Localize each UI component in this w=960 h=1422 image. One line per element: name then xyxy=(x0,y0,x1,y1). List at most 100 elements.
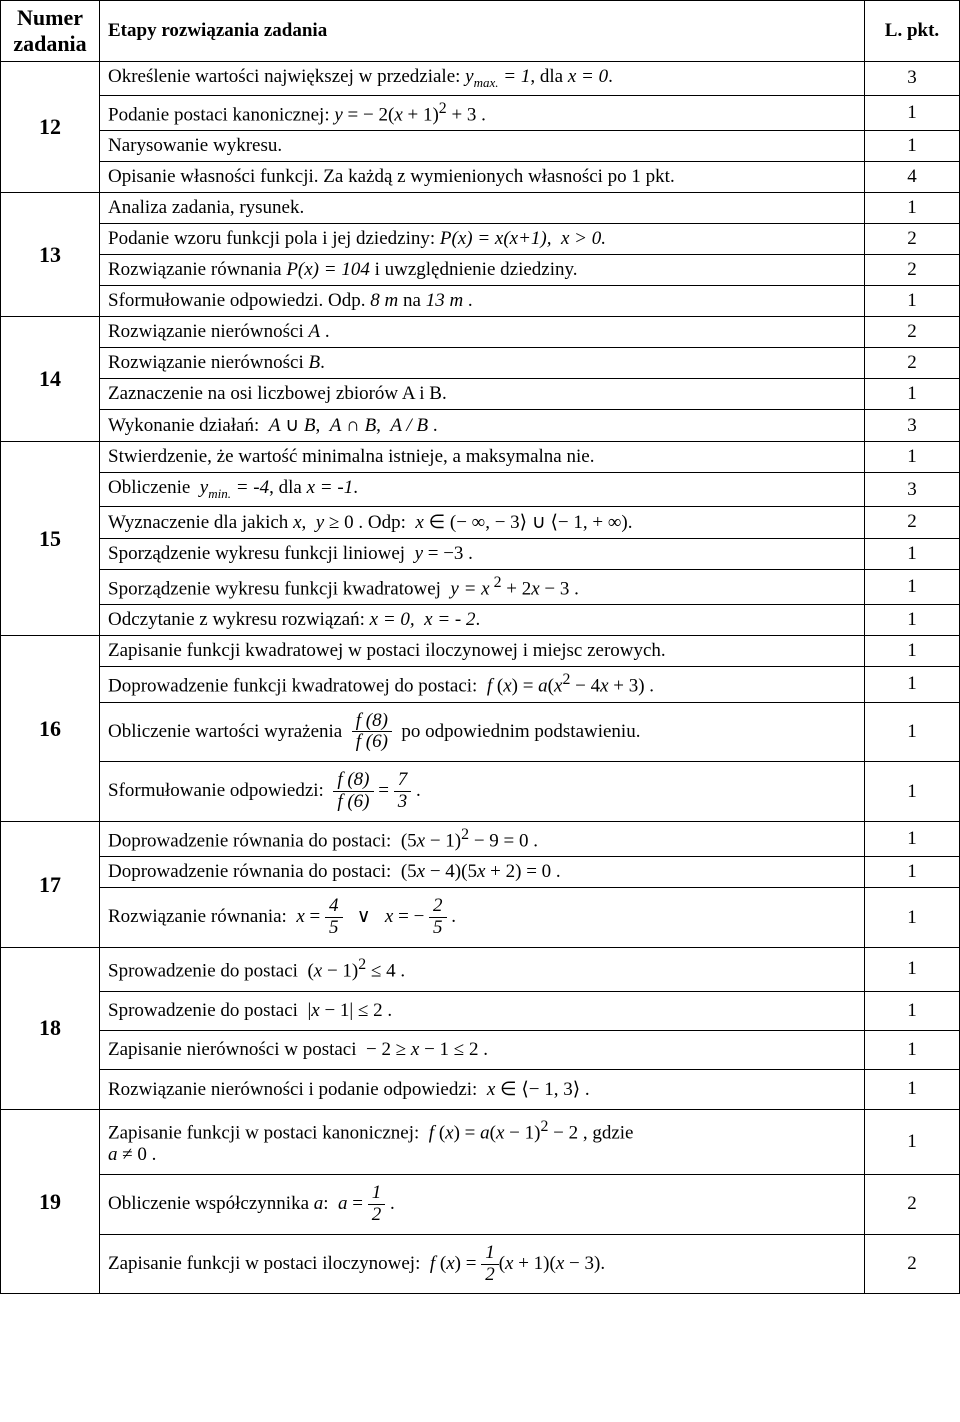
step-points: 1 xyxy=(865,95,960,130)
table-row: 17Doprowadzenie równania do postaci: (5x… xyxy=(1,822,960,857)
task-number: 16 xyxy=(1,636,100,822)
step-points: 1 xyxy=(865,569,960,604)
col-header-pts: L. pkt. xyxy=(865,1,960,62)
col-header-num: Numer zadania xyxy=(1,1,100,62)
step-points: 2 xyxy=(865,317,960,348)
table-row: 14Rozwiązanie nierówności A .2 xyxy=(1,317,960,348)
step-points: 2 xyxy=(865,224,960,255)
step-points: 1 xyxy=(865,948,960,991)
step-points: 1 xyxy=(865,605,960,636)
step-description: Doprowadzenie równania do postaci: (5x −… xyxy=(100,857,865,888)
step-description: Zapisanie funkcji w postaci iloczynowej:… xyxy=(100,1234,865,1294)
table-row: 15Stwierdzenie, że wartość minimalna ist… xyxy=(1,442,960,473)
step-points: 1 xyxy=(865,1030,960,1069)
step-points: 1 xyxy=(865,442,960,473)
table-row: Zaznaczenie na osi liczbowej zbiorów A i… xyxy=(1,379,960,410)
step-description: Doprowadzenie funkcji kwadratowej do pos… xyxy=(100,667,865,702)
step-description: Obliczenie współczynnika a: a = 12 . xyxy=(100,1174,865,1234)
table-row: 18Sprowadzenie do postaci (x − 1)2 ≤ 4 .… xyxy=(1,948,960,991)
header-row: Numer zadania Etapy rozwiązania zadania … xyxy=(1,1,960,62)
task-number: 15 xyxy=(1,442,100,636)
solution-steps-table: Numer zadania Etapy rozwiązania zadania … xyxy=(0,0,960,1294)
table-row: Doprowadzenie równania do postaci: (5x −… xyxy=(1,857,960,888)
step-points: 1 xyxy=(865,822,960,857)
task-number: 18 xyxy=(1,948,100,1109)
step-points: 1 xyxy=(865,538,960,569)
table-row: 13Analiza zadania, rysunek.1 xyxy=(1,193,960,224)
table-row: 12Określenie wartości największej w prze… xyxy=(1,62,960,96)
step-points: 1 xyxy=(865,193,960,224)
step-points: 3 xyxy=(865,473,960,507)
step-points: 2 xyxy=(865,348,960,379)
table-row: Sformułowanie odpowiedzi. Odp. 8 m na 13… xyxy=(1,286,960,317)
step-points: 1 xyxy=(865,1109,960,1174)
table-row: Obliczenie ymin. = -4, dla x = -1.3 xyxy=(1,473,960,507)
table-row: Rozwiązanie nierówności i podanie odpowi… xyxy=(1,1069,960,1109)
table-row: Zapisanie funkcji w postaci iloczynowej:… xyxy=(1,1234,960,1294)
step-points: 1 xyxy=(865,857,960,888)
step-description: Określenie wartości największej w przedz… xyxy=(100,62,865,96)
table-row: Obliczenie współczynnika a: a = 12 .2 xyxy=(1,1174,960,1234)
table-row: Obliczenie wartości wyrażenia f (8)f (6)… xyxy=(1,702,960,762)
step-description: Sformułowanie odpowiedzi. Odp. 8 m na 13… xyxy=(100,286,865,317)
table-row: Rozwiązanie równania: x = 45 ∨ x = − 25 … xyxy=(1,888,960,948)
step-points: 2 xyxy=(865,506,960,538)
step-points: 2 xyxy=(865,255,960,286)
task-number: 12 xyxy=(1,62,100,193)
step-description: Zaznaczenie na osi liczbowej zbiorów A i… xyxy=(100,379,865,410)
task-number: 14 xyxy=(1,317,100,442)
table-row: Wyznaczenie dla jakich x, y ≥ 0 . Odp: x… xyxy=(1,506,960,538)
step-points: 1 xyxy=(865,1069,960,1109)
step-points: 1 xyxy=(865,131,960,162)
step-points: 1 xyxy=(865,379,960,410)
table-row: Podanie postaci kanonicznej: y = − 2(x +… xyxy=(1,95,960,130)
step-points: 3 xyxy=(865,62,960,96)
col-header-desc: Etapy rozwiązania zadania xyxy=(100,1,865,62)
step-description: Sporządzenie wykresu funkcji liniowej y … xyxy=(100,538,865,569)
step-points: 4 xyxy=(865,162,960,193)
step-description: Rozwiązanie równania P(x) = 104 i uwzglę… xyxy=(100,255,865,286)
step-description: Rozwiązanie równania: x = 45 ∨ x = − 25 … xyxy=(100,888,865,948)
step-points: 1 xyxy=(865,286,960,317)
step-description: Sporządzenie wykresu funkcji kwadratowej… xyxy=(100,569,865,604)
table-row: Sporządzenie wykresu funkcji liniowej y … xyxy=(1,538,960,569)
step-points: 1 xyxy=(865,762,960,822)
step-points: 2 xyxy=(865,1234,960,1294)
step-description: Wyznaczenie dla jakich x, y ≥ 0 . Odp: x… xyxy=(100,506,865,538)
step-description: Doprowadzenie równania do postaci: (5x −… xyxy=(100,822,865,857)
step-description: Zapisanie funkcji w postaci kanonicznej:… xyxy=(100,1109,865,1174)
step-description: Opisanie własności funkcji. Za każdą z w… xyxy=(100,162,865,193)
table-row: 16Zapisanie funkcji kwadratowej w postac… xyxy=(1,636,960,667)
step-description: Obliczenie wartości wyrażenia f (8)f (6)… xyxy=(100,702,865,762)
step-description: Sformułowanie odpowiedzi: f (8)f (6) = 7… xyxy=(100,762,865,822)
task-number: 17 xyxy=(1,822,100,948)
step-description: Podanie wzoru funkcji pola i jej dziedzi… xyxy=(100,224,865,255)
step-description: Rozwiązanie nierówności B. xyxy=(100,348,865,379)
table-row: Zapisanie nierówności w postaci − 2 ≥ x … xyxy=(1,1030,960,1069)
table-row: Sprowadzenie do postaci |x − 1| ≤ 2 .1 xyxy=(1,991,960,1030)
step-points: 1 xyxy=(865,636,960,667)
table-row: Rozwiązanie równania P(x) = 104 i uwzglę… xyxy=(1,255,960,286)
step-description: Obliczenie ymin. = -4, dla x = -1. xyxy=(100,473,865,507)
step-description: Narysowanie wykresu. xyxy=(100,131,865,162)
step-points: 3 xyxy=(865,410,960,442)
step-description: Sprowadzenie do postaci |x − 1| ≤ 2 . xyxy=(100,991,865,1030)
table-row: Doprowadzenie funkcji kwadratowej do pos… xyxy=(1,667,960,702)
task-number: 19 xyxy=(1,1109,100,1294)
step-description: Rozwiązanie nierówności i podanie odpowi… xyxy=(100,1069,865,1109)
step-points: 2 xyxy=(865,1174,960,1234)
table-row: 19Zapisanie funkcji w postaci kanoniczne… xyxy=(1,1109,960,1174)
step-description: Stwierdzenie, że wartość minimalna istni… xyxy=(100,442,865,473)
table-row: Opisanie własności funkcji. Za każdą z w… xyxy=(1,162,960,193)
table-row: Sformułowanie odpowiedzi: f (8)f (6) = 7… xyxy=(1,762,960,822)
table-row: Narysowanie wykresu.1 xyxy=(1,131,960,162)
step-points: 1 xyxy=(865,667,960,702)
task-number: 13 xyxy=(1,193,100,317)
table-row: Rozwiązanie nierówności B.2 xyxy=(1,348,960,379)
step-description: Rozwiązanie nierówności A . xyxy=(100,317,865,348)
table-row: Wykonanie działań: A ∪ B, A ∩ B, A / B .… xyxy=(1,410,960,442)
step-description: Analiza zadania, rysunek. xyxy=(100,193,865,224)
table-row: Sporządzenie wykresu funkcji kwadratowej… xyxy=(1,569,960,604)
step-points: 1 xyxy=(865,702,960,762)
step-description: Sprowadzenie do postaci (x − 1)2 ≤ 4 . xyxy=(100,948,865,991)
